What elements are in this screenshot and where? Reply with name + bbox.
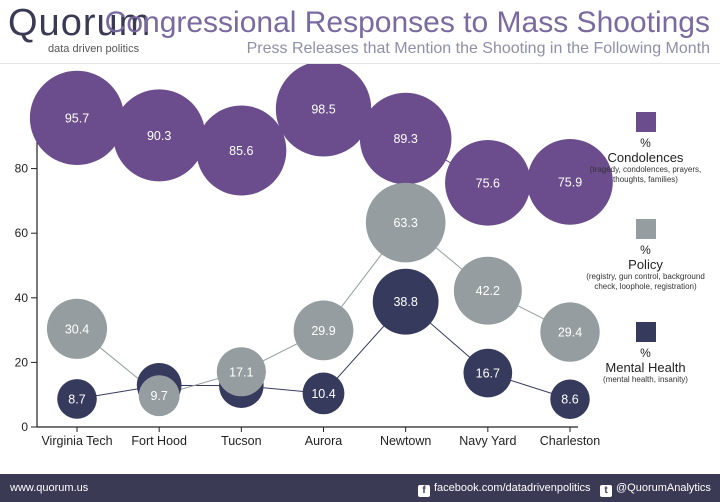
data-label-policy: 63.3 (393, 216, 417, 230)
data-label-mental-health: 16.7 (476, 367, 500, 381)
bubble-policy[interactable] (216, 347, 266, 397)
y-tick-label: 40 (15, 291, 29, 305)
legend-name-mental-health: Mental Health (605, 360, 686, 375)
data-label-mental-health: 38.8 (393, 295, 417, 309)
x-tick-label: Fort Hood (131, 434, 187, 448)
chart-area: 0 20 40 60 80 Virginia Tech Fort Hood Tucson Aur… (0, 61, 720, 474)
footer: www.quorum.us f facebook.com/datadrivenpo… (0, 474, 720, 502)
legend-swatch-condolences (635, 112, 656, 132)
data-label-mental-health: 10.4 (311, 387, 335, 401)
bubble-condolences[interactable] (275, 61, 372, 157)
bubble-condolences[interactable] (196, 105, 287, 196)
x-tick-label: Newtown (380, 434, 431, 448)
x-tick-label: Charleston (540, 434, 600, 448)
chart-title: Congressional Responses to Mass Shooting… (104, 6, 710, 39)
bubble-mental-health[interactable] (302, 372, 345, 415)
header: Quorum data driven politics Congressiona… (0, 0, 720, 64)
quorum-logo[interactable]: Quorum data driven politics (8, 2, 152, 55)
logo-subtitle: data driven politics (48, 43, 140, 55)
facebook-icon: f (418, 485, 430, 497)
bubble-mental-health[interactable] (463, 348, 513, 398)
data-label-policy: 29.9 (311, 324, 335, 338)
legend-name-condolences: Condolences (607, 150, 684, 165)
data-label-condolences: 75.6 (476, 176, 500, 190)
data-label-condolences: 95.7 (65, 111, 89, 125)
legend-name-policy: Policy (628, 257, 663, 272)
bubble-policy[interactable] (453, 256, 522, 325)
x-tick-label: Aurora (305, 434, 343, 448)
y-tick-label: 80 (15, 162, 29, 176)
legend-percent-symbol: % (640, 136, 651, 150)
data-label-policy: 9.7 (150, 389, 167, 403)
x-tick-label: Virginia Tech (41, 434, 112, 448)
x-tick-label: Navy Yard (459, 434, 516, 448)
twitter-icon: t (600, 485, 612, 497)
website-link[interactable]: www.quorum.us (10, 482, 89, 494)
bubble-mental-health[interactable] (372, 268, 439, 335)
twitter-link[interactable]: t @QuorumAnalytics (600, 482, 711, 497)
legend-mental-health: % Mental Health (mental health, insanity… (578, 322, 713, 385)
y-tick-label: 60 (15, 226, 29, 240)
bubble-mental-health[interactable] (550, 379, 590, 419)
facebook-text: facebook.com/datadrivenpolitics (434, 482, 591, 494)
axes: 0 20 40 60 80 Virginia Tech Fort Hood Tucson Aur… (15, 108, 600, 448)
data-label-condolences: 85.6 (229, 144, 253, 158)
bubble-policy[interactable] (46, 298, 108, 359)
legend-desc-mental-health: (mental health, insanity) (603, 375, 688, 384)
data-label-condolences: 90.3 (147, 129, 171, 143)
legend-desc-condolences: (tragedy, condolences, prayers, thoughts… (589, 165, 702, 184)
bubble-condolences[interactable] (527, 138, 613, 225)
data-label-policy: 17.1 (229, 365, 253, 379)
bubble-condolences[interactable] (113, 89, 206, 182)
data-label-mental-health: 8.7 (68, 392, 85, 406)
data-label-condolences: 89.3 (393, 132, 417, 146)
twitter-text: @QuorumAnalytics (616, 482, 711, 494)
data-label-condolences: 98.5 (311, 102, 335, 116)
y-tick-label: 0 (21, 420, 28, 434)
data-label-policy: 29.4 (558, 326, 582, 340)
bubble-condolences[interactable] (445, 140, 531, 226)
data-label-condolences: 75.9 (558, 175, 582, 189)
bubble-policy[interactable] (293, 300, 354, 361)
legend-swatch-mental-health (635, 322, 656, 342)
data-label-policy: 42.2 (476, 284, 500, 298)
bubble-policy[interactable] (540, 302, 600, 362)
legend-policy: % Policy (registry, gun control, backgro… (578, 219, 713, 292)
bubble-condolences[interactable] (29, 70, 125, 166)
data-label-mental-health: 8.6 (561, 393, 578, 407)
chart-subtitle: Press Releases that Mention the Shooting… (246, 40, 710, 57)
bubbles: 95.7 90.3 85.6 98.5 89.3 75.6 75.9 8.7 10.4 38.8 1… (29, 61, 613, 419)
bubble-chart: 0 20 40 60 80 Virginia Tech Fort Hood Tucson Aur… (15, 61, 613, 448)
bubble-policy[interactable] (138, 375, 180, 417)
legend-percent-symbol: % (640, 346, 651, 360)
facebook-link[interactable]: f facebook.com/datadrivenpolitics (418, 482, 591, 497)
data-label-policy: 30.4 (65, 322, 89, 336)
bubble-mental-health[interactable] (57, 379, 97, 419)
legend-desc-policy: (registry, gun control, background check… (586, 272, 705, 291)
logo-text: Quorum (8, 2, 152, 44)
legend-swatch-policy (635, 219, 656, 239)
legend-percent-symbol: % (640, 243, 651, 257)
legend-condolences: % Condolences (tragedy, condolences, pra… (578, 112, 713, 185)
y-tick-label: 20 (15, 355, 29, 369)
bubble-condolences[interactable] (359, 92, 452, 185)
bubble-policy[interactable] (365, 182, 446, 263)
x-tick-label: Tucson (221, 434, 262, 448)
